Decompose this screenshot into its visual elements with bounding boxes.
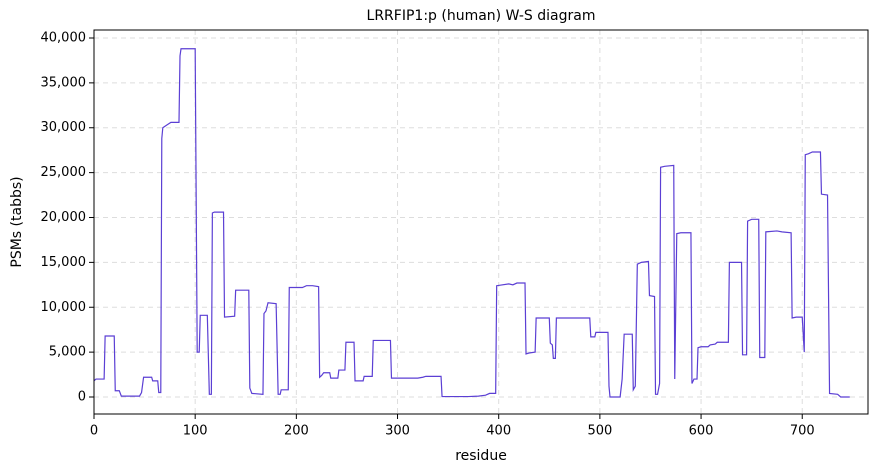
y-tick-label: 15,000 <box>41 255 87 270</box>
x-tick-label: 0 <box>90 424 98 439</box>
y-tick-label: 20,000 <box>41 210 87 225</box>
data-line <box>93 48 850 398</box>
y-tick-label: 30,000 <box>41 120 87 135</box>
x-tick-label: 700 <box>790 424 815 439</box>
y-tick-label: 5,000 <box>49 345 86 360</box>
x-tick-label: 200 <box>284 424 309 439</box>
x-axis-label: residue <box>455 448 507 464</box>
y-tick-label: 25,000 <box>41 165 87 180</box>
x-tick-label: 300 <box>385 424 410 439</box>
y-tick-label: 35,000 <box>41 75 87 90</box>
x-tick-label: 500 <box>587 424 612 439</box>
chart-title: LRRFIP1:p (human) W-S diagram <box>367 8 596 24</box>
x-tick-label: 400 <box>486 424 511 439</box>
plot-frame <box>93 29 869 415</box>
x-tick-label: 100 <box>183 424 208 439</box>
y-axis-label: PSMs (tabbs) <box>9 176 25 267</box>
x-tick-label: 600 <box>689 424 714 439</box>
y-tick-label: 40,000 <box>41 30 87 45</box>
y-tick-label: 10,000 <box>41 300 87 315</box>
y-tick-label: 0 <box>78 390 86 405</box>
